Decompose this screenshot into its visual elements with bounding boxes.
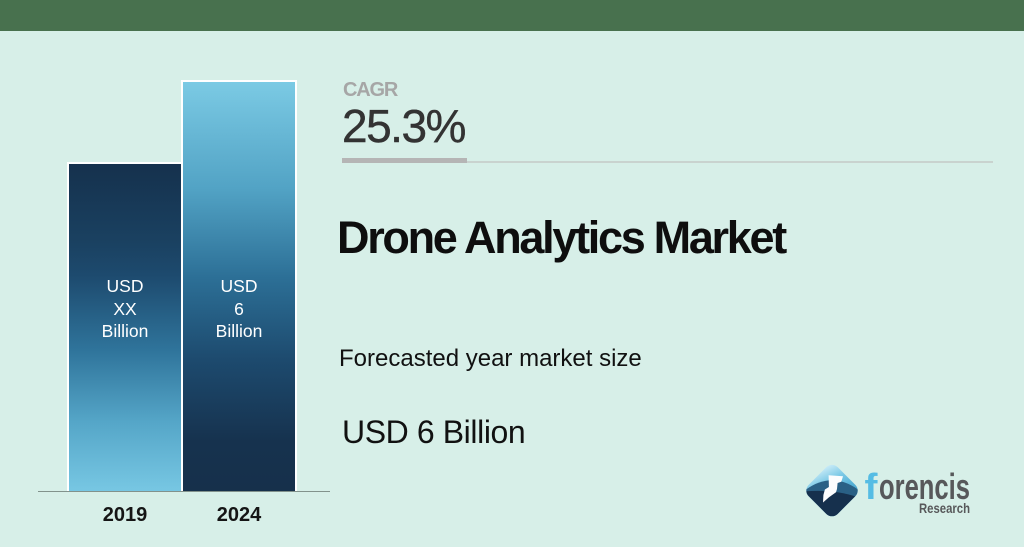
svg-text:f: f [865, 466, 879, 507]
svg-text:orencis: orencis [879, 466, 970, 507]
svg-text:Research: Research [919, 500, 970, 516]
